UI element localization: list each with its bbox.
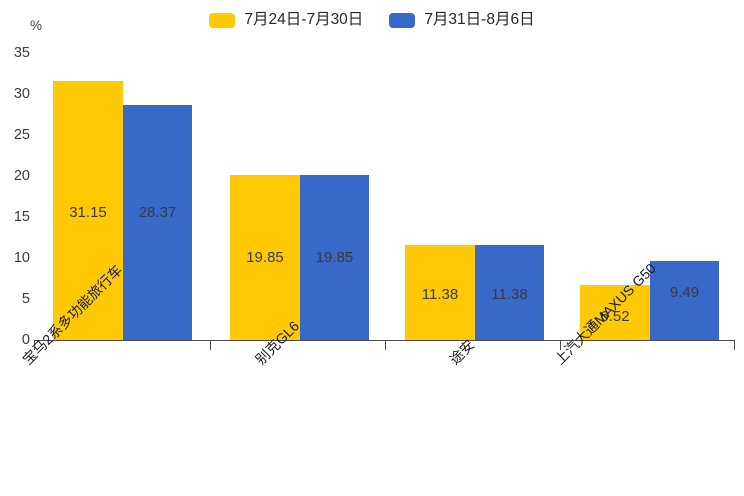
y-axis-unit-label: % [30, 18, 43, 33]
bar-series-1-category-3[interactable]: 6.52 [580, 285, 650, 340]
bar-series-2-category-2[interactable]: 11.38 [475, 245, 544, 340]
legend-swatch-icon-series-1 [209, 12, 236, 28]
y-tick-label-20: 20 [13, 167, 30, 184]
chart-legend: 7月24日-7月30日 7月31日-8月6日 [0, 8, 744, 32]
x-axis-tick-2 [385, 341, 386, 350]
y-tick-label-0: 0 [21, 331, 30, 348]
y-tick-label-30: 30 [13, 85, 30, 102]
y-tick-label-5: 5 [21, 290, 30, 307]
legend-label-series-1: 7月24日-7月30日 [244, 11, 364, 29]
y-tick-label-35: 35 [13, 44, 30, 61]
legend-label-series-2: 7月31日-8月6日 [424, 11, 535, 29]
x-axis-tick-3 [560, 341, 561, 350]
y-axis: 35 30 25 20 15 10 5 0 [0, 0, 30, 496]
bar-value-series-2-category-1: 19.85 [315, 249, 354, 266]
bar-value-series-2-category-0: 28.37 [138, 204, 177, 221]
x-axis-tick-1 [210, 341, 211, 350]
x-category-label-2: 途安 [446, 336, 478, 368]
bar-series-1-category-1[interactable]: 19.85 [230, 175, 300, 340]
x-axis-tick-4 [734, 341, 735, 350]
bar-value-series-1-category-2: 11.38 [421, 286, 459, 303]
bar-value-series-1-category-0: 31.15 [69, 204, 107, 221]
bar-series-1-category-2[interactable]: 11.38 [405, 245, 475, 340]
y-tick-label-10: 10 [13, 249, 30, 266]
bar-value-series-2-category-3: 9.49 [669, 284, 700, 301]
x-axis-tick-0 [34, 341, 35, 350]
bar-value-series-1-category-3: 6.52 [600, 308, 630, 325]
bar-value-series-1-category-1: 19.85 [246, 249, 284, 266]
legend-item-series-2[interactable]: 7月31日-8月6日 [389, 11, 535, 29]
legend-swatch-icon-series-2 [389, 12, 416, 28]
bar-value-series-2-category-2: 11.38 [491, 286, 528, 303]
bar-series-2-category-1[interactable]: 19.85 [300, 175, 369, 340]
bar-series-1-category-0[interactable]: 31.15 [53, 81, 123, 340]
y-tick-label-25: 25 [13, 126, 30, 143]
legend-item-series-1[interactable]: 7月24日-7月30日 [209, 12, 363, 28]
bar-series-2-category-3[interactable]: 9.49 [650, 261, 719, 340]
x-axis-line [34, 340, 735, 341]
y-tick-label-15: 15 [13, 208, 30, 225]
bar-series-2-category-0[interactable]: 28.37 [123, 105, 192, 340]
